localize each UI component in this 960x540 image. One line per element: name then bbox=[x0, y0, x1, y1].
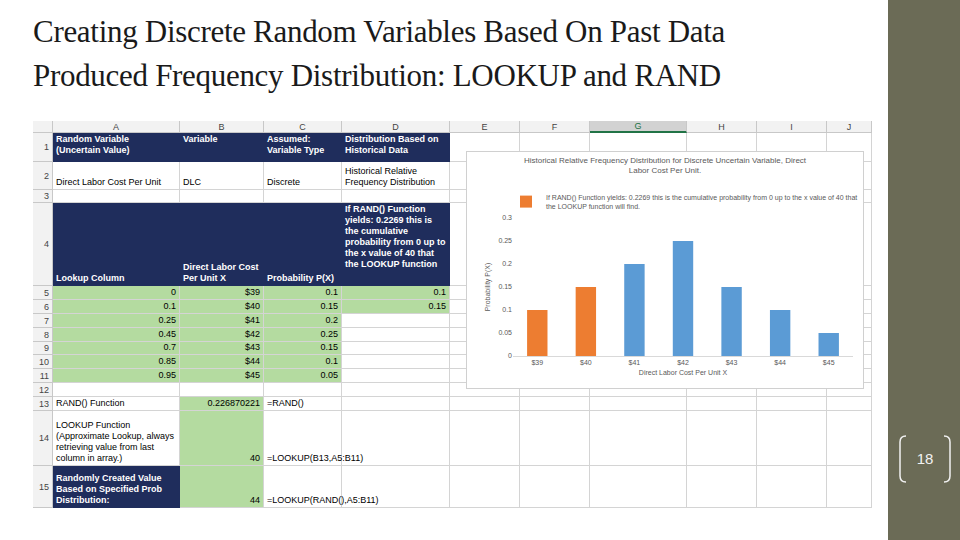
html-text:0.85: 0.85 bbox=[158, 356, 176, 366]
html-text:9: 9 bbox=[44, 343, 49, 353]
svg-text:0.1: 0.1 bbox=[502, 306, 512, 313]
svg-text:0.15: 0.15 bbox=[498, 283, 512, 290]
html-text:Historical Relative Frequency: Historical Relative Frequency Distributi… bbox=[345, 166, 435, 187]
html-text:$44: $44 bbox=[245, 356, 260, 366]
html-text:0.45: 0.45 bbox=[158, 329, 176, 339]
html-text:LOOKUP Function (Approximate L: LOOKUP Function (Approximate Lookup, alw… bbox=[56, 420, 175, 463]
html-text:Discrete: Discrete bbox=[267, 177, 300, 187]
html-text:0.1: 0.1 bbox=[325, 287, 338, 297]
html-text:0.05: 0.05 bbox=[320, 370, 338, 380]
html-text:G: G bbox=[634, 121, 642, 131]
html-text:Probability P(X): Probability P(X) bbox=[267, 273, 334, 283]
html-text:10: 10 bbox=[39, 356, 49, 367]
html-text:0.25: 0.25 bbox=[320, 329, 338, 339]
html-text:44: 44 bbox=[250, 495, 260, 505]
html-text:RAND() Function: RAND() Function bbox=[56, 398, 125, 408]
html-text:40: 40 bbox=[250, 453, 260, 463]
html-text:0.25: 0.25 bbox=[158, 315, 176, 325]
html-text:Direct Labor Cost Per Unit X: Direct Labor Cost Per Unit X bbox=[183, 262, 259, 283]
html-text:0.95: 0.95 bbox=[158, 370, 176, 380]
html-text:$45: $45 bbox=[245, 370, 260, 380]
html-text:0.1: 0.1 bbox=[163, 301, 176, 311]
html-text:0.226870221: 0.226870221 bbox=[207, 398, 260, 408]
html-text:2: 2 bbox=[44, 170, 49, 181]
html-text:If RAND() Function yields: 0.2: If RAND() Function yields: 0.2269 this i… bbox=[345, 204, 446, 269]
svg-text:0.05: 0.05 bbox=[498, 329, 512, 336]
html-text:A: A bbox=[113, 121, 119, 132]
html-text:Random Variable (Uncertain Val: Random Variable (Uncertain Value) bbox=[56, 134, 130, 155]
html-text:F: F bbox=[551, 121, 558, 132]
svg-text:$42: $42 bbox=[677, 359, 689, 366]
html-text:0.1: 0.1 bbox=[433, 287, 446, 297]
html-text:13: 13 bbox=[39, 398, 49, 409]
html-text:B: B bbox=[218, 121, 225, 132]
html-text:=LOOKUP(B13,A5:B11): =LOOKUP(B13,A5:B11) bbox=[267, 453, 364, 463]
svg-text:Direct Labor Cost Per Unit X: Direct Labor Cost Per Unit X bbox=[639, 369, 728, 376]
svg-text:0.3: 0.3 bbox=[502, 214, 512, 221]
html-text:Assumed: Variable Type: Assumed: Variable Type bbox=[267, 134, 325, 155]
html-text:Variable: Variable bbox=[183, 134, 218, 144]
html-text:8: 8 bbox=[44, 329, 49, 340]
html-text:D: D bbox=[392, 121, 399, 132]
svg-text:$40: $40 bbox=[580, 359, 592, 366]
html-text:5: 5 bbox=[44, 287, 49, 298]
svg-text:Historical Relative Frequency: Historical Relative Frequency Distributi… bbox=[524, 156, 807, 175]
html-text:$41: $41 bbox=[245, 315, 260, 325]
html-text:J: J bbox=[846, 121, 852, 132]
html-text:3: 3 bbox=[44, 191, 49, 201]
html-text:Lookup Column: Lookup Column bbox=[56, 273, 125, 283]
svg-text:0.2: 0.2 bbox=[502, 260, 512, 267]
svg-text:0.25: 0.25 bbox=[498, 237, 512, 244]
html-text:15: 15 bbox=[39, 481, 49, 492]
svg-text:If RAND() Function yields: 0.2: If RAND() Function yields: 0.2269 this i… bbox=[546, 194, 857, 210]
html-text:Distribution Based on Historic: Distribution Based on Historical Data bbox=[345, 134, 439, 155]
html-text:$43: $43 bbox=[245, 342, 260, 352]
html-text:7: 7 bbox=[44, 315, 49, 326]
html-text:E: E bbox=[481, 121, 488, 132]
svg-text:Probability P(X): Probability P(X) bbox=[484, 263, 492, 312]
svg-text:$39: $39 bbox=[531, 359, 543, 366]
html-text:Creating Discrete Random Varia: Creating Discrete Random Variables Based… bbox=[33, 14, 725, 49]
html-text:0.15: 0.15 bbox=[428, 301, 446, 311]
html-text:0.15: 0.15 bbox=[320, 342, 338, 352]
html-text:H: H bbox=[718, 121, 725, 132]
svg-text:$45: $45 bbox=[823, 359, 835, 366]
svg-text:0: 0 bbox=[508, 352, 512, 359]
html-text:$42: $42 bbox=[245, 329, 260, 339]
html-text:0.7: 0.7 bbox=[163, 342, 176, 352]
html-text:C: C bbox=[299, 121, 306, 132]
html-text:DLC: DLC bbox=[183, 177, 201, 187]
html-text:Produced Frequency Distributio: Produced Frequency Distribution: LOOKUP … bbox=[33, 58, 721, 93]
html-text:0.15: 0.15 bbox=[320, 301, 338, 311]
html-text:12: 12 bbox=[39, 384, 49, 395]
html-text:$39: $39 bbox=[245, 287, 260, 297]
svg-text:$41: $41 bbox=[629, 359, 641, 366]
html-text:I: I bbox=[790, 121, 793, 132]
svg-text:$43: $43 bbox=[726, 359, 738, 366]
html-text:Direct Labor Cost Per Unit: Direct Labor Cost Per Unit bbox=[56, 177, 161, 187]
html-text:1: 1 bbox=[44, 142, 49, 152]
html-text:11: 11 bbox=[39, 370, 49, 381]
html-text:0: 0 bbox=[171, 287, 176, 297]
html-text:=RAND(): =RAND() bbox=[267, 398, 304, 408]
html-text:0.2: 0.2 bbox=[325, 315, 338, 325]
html-text:0.1: 0.1 bbox=[325, 356, 338, 366]
html-text:Randomly Created Value Based o: Randomly Created Value Based on Specifie… bbox=[56, 473, 162, 505]
html-text:$40: $40 bbox=[245, 301, 260, 311]
html-text:=LOOKUP(RAND(),A5:B11): =LOOKUP(RAND(),A5:B11) bbox=[267, 495, 379, 505]
html-text:18: 18 bbox=[916, 450, 934, 467]
html-text:14: 14 bbox=[39, 433, 49, 443]
svg-text:$44: $44 bbox=[774, 359, 786, 366]
html-text:4: 4 bbox=[44, 239, 49, 249]
html-text:6: 6 bbox=[44, 301, 49, 312]
